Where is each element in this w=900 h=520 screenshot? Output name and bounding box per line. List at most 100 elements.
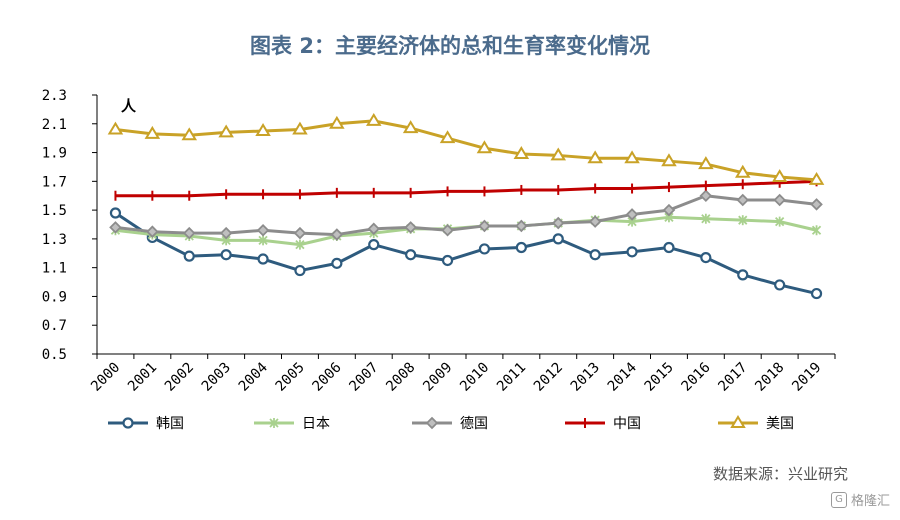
data-point xyxy=(292,121,308,135)
data-point xyxy=(258,235,268,246)
data-point xyxy=(550,147,567,161)
data-point xyxy=(808,171,825,185)
series-layer xyxy=(107,112,825,300)
data-point xyxy=(218,124,234,138)
data-point xyxy=(626,246,638,258)
series-3 xyxy=(114,176,818,201)
series-line xyxy=(115,119,817,182)
data-point xyxy=(425,416,439,430)
legend-label: 韩国 xyxy=(156,416,184,432)
data-point xyxy=(662,203,676,217)
data-point xyxy=(368,239,380,251)
y-tick-label: 1.3 xyxy=(42,232,67,248)
data-point xyxy=(146,225,159,238)
legend-item-1: 日本 xyxy=(254,416,330,432)
data-point xyxy=(552,233,564,245)
legend-label: 中国 xyxy=(613,416,641,432)
series-line xyxy=(115,215,817,247)
data-point xyxy=(144,125,161,139)
data-point xyxy=(589,249,601,261)
x-tick-label: 2017 xyxy=(715,360,750,395)
data-point xyxy=(257,253,269,265)
data-point xyxy=(441,254,454,267)
x-tick-label: 2011 xyxy=(494,360,529,395)
data-point xyxy=(476,140,493,154)
y-tick-label: 0.5 xyxy=(42,347,67,363)
x-tick-label: 2016 xyxy=(679,360,714,395)
y-tick-label: 1.5 xyxy=(42,203,67,219)
data-point xyxy=(515,219,528,233)
x-tick-label: 2013 xyxy=(568,360,603,395)
data-point xyxy=(513,146,530,159)
series-2 xyxy=(109,189,823,241)
legend-item-2: 德国 xyxy=(412,416,488,432)
data-point xyxy=(220,249,232,261)
data-point xyxy=(515,241,527,254)
legend-label: 日本 xyxy=(302,416,330,432)
x-tick-label: 2014 xyxy=(605,360,640,395)
data-point xyxy=(331,257,343,269)
data-point xyxy=(122,417,134,429)
data-point xyxy=(810,198,823,211)
data-point xyxy=(624,150,640,164)
data-point xyxy=(329,115,345,129)
data-point xyxy=(269,418,279,428)
y-tick-label: 2.1 xyxy=(42,117,67,133)
series-line xyxy=(114,211,817,296)
y-tick-label: 1.1 xyxy=(42,261,67,277)
data-point xyxy=(441,223,454,237)
legend-label: 德国 xyxy=(460,416,488,432)
data-point xyxy=(402,120,419,134)
x-tick-label: 2005 xyxy=(273,360,308,395)
data-point xyxy=(699,189,713,202)
series-line xyxy=(115,194,817,237)
data-point xyxy=(183,250,195,262)
data-point xyxy=(182,226,196,240)
data-point xyxy=(730,415,746,428)
x-tick-label: 2003 xyxy=(199,360,234,395)
x-tick-label: 2008 xyxy=(383,360,418,395)
data-point xyxy=(701,213,711,224)
series-0 xyxy=(109,207,823,300)
legend-label: 美国 xyxy=(766,416,794,432)
data-point xyxy=(588,215,602,228)
data-point xyxy=(661,153,677,167)
data-point xyxy=(774,279,786,291)
data-point xyxy=(734,164,751,178)
data-point xyxy=(736,193,750,207)
legend-item-4: 美国 xyxy=(718,415,794,432)
data-point xyxy=(773,193,786,207)
x-tick-label: 2001 xyxy=(125,360,160,395)
y-tick-label: 0.7 xyxy=(42,318,67,334)
x-tick-label: 2019 xyxy=(789,360,824,395)
data-point xyxy=(625,208,639,221)
data-point xyxy=(330,228,344,241)
watermark: G 格隆汇 xyxy=(830,490,890,509)
series-line xyxy=(115,179,817,198)
x-tick-label: 2015 xyxy=(642,360,677,395)
legend-item-3: 中国 xyxy=(565,416,641,432)
series-1 xyxy=(110,212,822,250)
data-point xyxy=(404,221,417,234)
data-point xyxy=(181,127,198,141)
data-point xyxy=(107,121,124,135)
data-point xyxy=(219,226,233,240)
y-tick-label: 2.3 xyxy=(42,88,67,104)
x-tick-label: 2010 xyxy=(457,360,492,395)
data-point xyxy=(551,216,565,230)
data-point xyxy=(738,215,748,226)
series-4 xyxy=(107,112,825,185)
x-tick-label: 2002 xyxy=(162,360,197,395)
legend: 韩国 日本 德国 中国 美国 xyxy=(108,415,794,432)
data-point xyxy=(698,156,714,170)
data-point xyxy=(737,269,749,281)
watermark-logo-icon: G xyxy=(830,491,847,508)
chart-title: 图表 2：主要经济体的总和生育率变化情况 xyxy=(250,34,650,58)
data-point xyxy=(439,130,456,144)
legend-item-0: 韩国 xyxy=(108,416,184,432)
x-tick-label: 2018 xyxy=(752,360,787,395)
data-point xyxy=(367,222,381,236)
x-tick-label: 2000 xyxy=(88,360,123,395)
x-tick-label: 2007 xyxy=(346,360,381,395)
